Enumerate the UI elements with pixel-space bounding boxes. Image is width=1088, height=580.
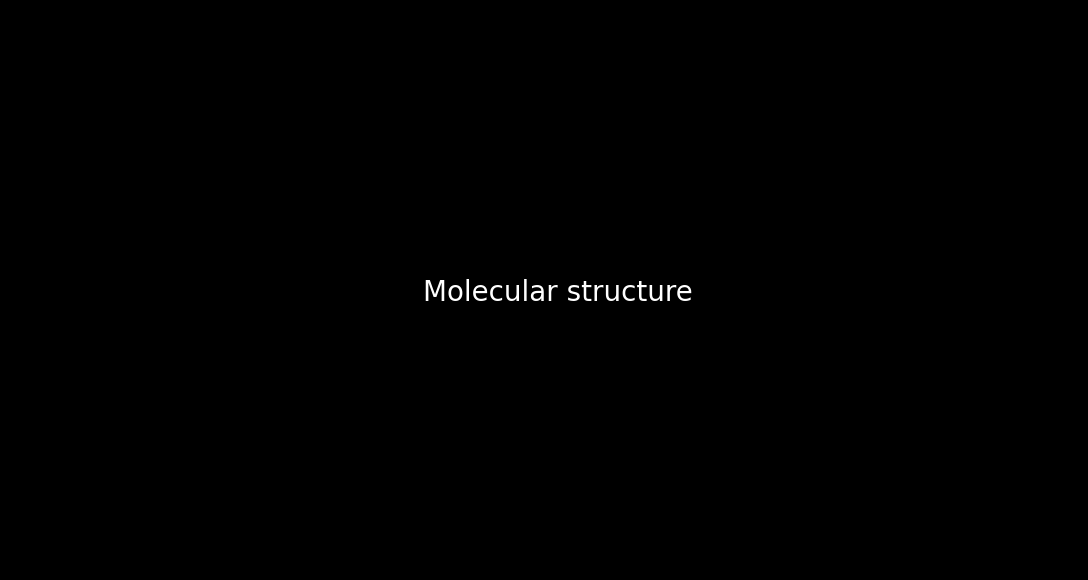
Text: Molecular structure: Molecular structure — [423, 279, 692, 307]
